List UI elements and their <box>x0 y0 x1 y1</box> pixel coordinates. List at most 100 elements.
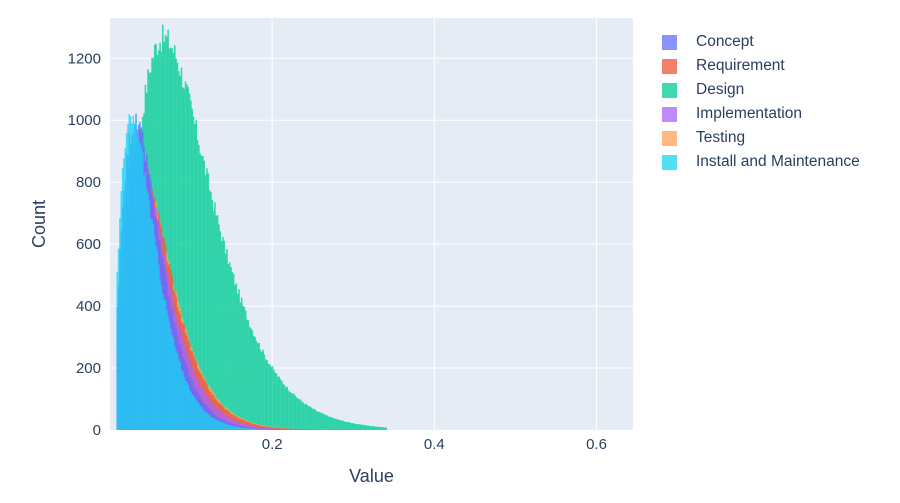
histogram-bar <box>335 418 338 430</box>
histogram-bar <box>358 424 361 430</box>
histogram-bar <box>270 366 272 430</box>
histogram-bar <box>242 427 244 430</box>
histogram-bar <box>250 428 252 430</box>
histogram-bar <box>179 362 181 430</box>
histogram-bar <box>289 429 291 430</box>
histogram-bar <box>183 88 185 430</box>
histogram-bar <box>203 410 206 430</box>
histogram-bar <box>133 123 136 430</box>
histogram-bar <box>256 429 259 430</box>
histogram-bar <box>152 224 155 430</box>
histogram-bar <box>198 403 200 430</box>
histogram-bar <box>382 427 385 430</box>
y-tick-label: 200 <box>76 360 101 377</box>
histogram-bar <box>149 218 152 430</box>
y-tick-label: 600 <box>76 236 101 253</box>
legend-item-requirement[interactable]: Requirement <box>662 54 860 78</box>
histogram-bar <box>278 428 280 430</box>
histogram-bar <box>175 58 177 431</box>
legend-swatch-design <box>662 82 677 98</box>
histogram-bar <box>258 427 260 430</box>
histogram-bar <box>264 427 267 430</box>
histogram-bar <box>236 426 239 430</box>
histogram-bar <box>234 285 236 430</box>
histogram-bar <box>259 427 262 430</box>
y-axis-ticks: 0 200 400 600 800 1000 1200 <box>68 50 101 439</box>
histogram-bar <box>195 400 198 430</box>
histogram-bar <box>256 343 259 430</box>
histogram-bar <box>293 393 295 430</box>
histogram-bar <box>242 305 244 430</box>
x-axis-title: Value <box>349 466 394 486</box>
histogram-bar <box>370 426 373 430</box>
histogram-bar <box>325 415 327 430</box>
histogram-bar <box>339 420 342 430</box>
legend-item-concept[interactable]: Concept <box>662 30 860 54</box>
histogram-bar <box>165 310 168 430</box>
histogram-bar <box>192 395 195 430</box>
histogram-bar <box>251 428 254 430</box>
histogram-bar <box>286 386 288 430</box>
histogram-bar <box>167 29 169 430</box>
histogram-bar <box>167 316 169 430</box>
histogram-bar <box>346 422 349 430</box>
histogram-bar <box>214 202 216 430</box>
histogram-bar <box>264 429 267 430</box>
histogram-bar <box>321 413 323 430</box>
histogram-bar <box>121 168 124 430</box>
histogram-bar <box>144 172 147 430</box>
legend-label-install-and-maintenance: Install and Maintenance <box>696 153 860 170</box>
histogram-bar <box>269 364 271 430</box>
histogram-bar <box>319 412 322 430</box>
histogram-bar <box>243 427 246 430</box>
histogram-bar <box>267 429 270 430</box>
legend-item-implementation[interactable]: Implementation <box>662 102 860 126</box>
histogram-bar <box>222 422 224 430</box>
legend-item-design[interactable]: Design <box>662 78 860 102</box>
histogram-bar <box>234 426 236 430</box>
histogram-bar <box>156 251 159 430</box>
histogram-bar <box>194 124 196 431</box>
histogram-bar <box>210 191 212 430</box>
histogram-bar <box>310 407 313 430</box>
legend-item-install-and-maintenance[interactable]: Install and Maintenance <box>662 150 860 174</box>
histogram-bar <box>374 426 377 430</box>
legend-swatch-concept <box>662 34 677 50</box>
histogram-bar <box>200 407 203 430</box>
histogram-bar <box>378 426 381 430</box>
histogram-bar <box>196 140 199 430</box>
histogram-bar <box>262 349 264 430</box>
histogram-bar <box>331 417 334 430</box>
histogram-bar <box>273 428 275 430</box>
histogram-bar <box>212 418 215 430</box>
histogram-bar <box>171 48 173 430</box>
histogram-bar <box>246 428 248 430</box>
histogram-bar <box>129 116 132 431</box>
histogram-bar <box>341 420 343 430</box>
histogram-bar <box>366 425 369 430</box>
histogram-bar <box>159 278 161 430</box>
histogram-bar <box>290 429 293 430</box>
histogram-bar <box>385 427 387 430</box>
legend-item-testing[interactable]: Testing <box>662 126 860 150</box>
histogram-bar <box>262 429 264 430</box>
histogram-bar <box>327 416 330 430</box>
legend-label-requirement: Requirement <box>696 57 785 74</box>
histogram-bar <box>337 419 339 430</box>
histogram-bar <box>186 84 188 431</box>
histogram-bar <box>277 428 279 430</box>
histogram-bar <box>317 411 319 430</box>
histogram-bar <box>231 271 234 430</box>
histogram-bar <box>303 404 306 430</box>
histogram-bar <box>259 429 262 430</box>
histogram-bar <box>200 155 203 430</box>
histogram-bar <box>196 401 199 430</box>
histogram-bar <box>274 428 276 430</box>
histogram-bar <box>188 93 191 431</box>
histogram-bar <box>223 240 226 430</box>
histogram-bar <box>125 133 128 430</box>
histogram-bar <box>281 429 283 430</box>
histogram-bar <box>171 335 173 430</box>
histogram-bar <box>252 426 255 430</box>
histogram-bar <box>155 246 157 430</box>
